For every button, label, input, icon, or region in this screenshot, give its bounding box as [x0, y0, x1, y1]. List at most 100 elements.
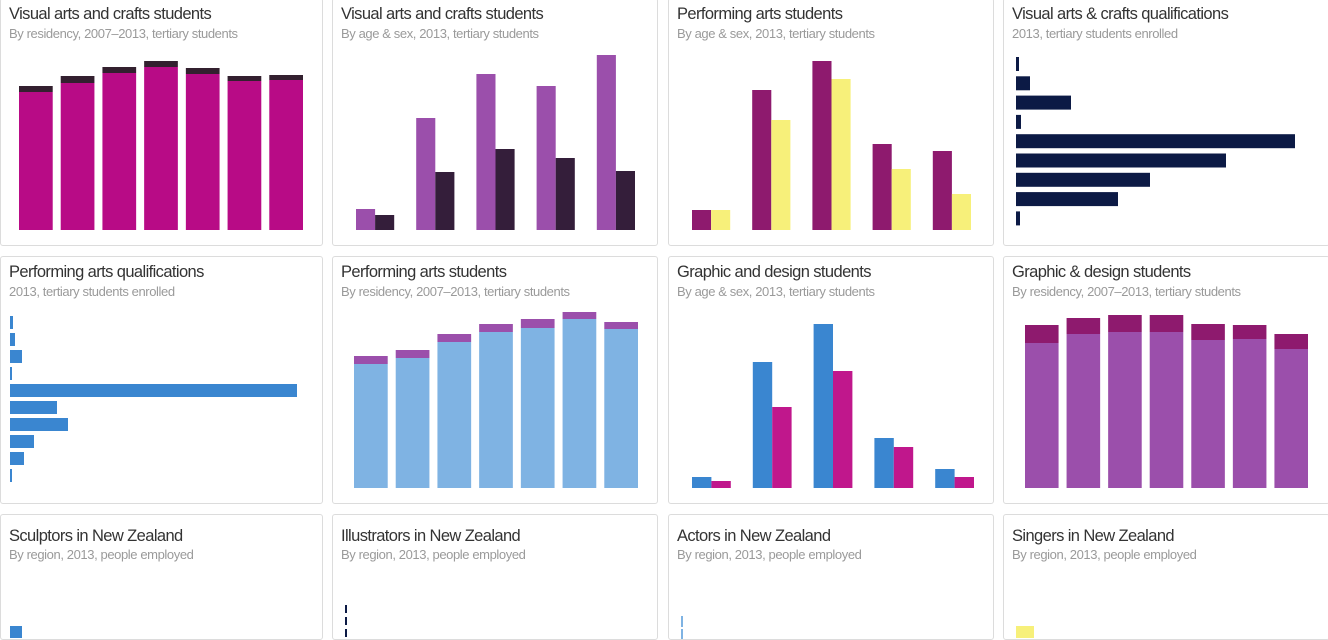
bar[interactable] — [1016, 153, 1226, 168]
bar[interactable] — [345, 629, 347, 637]
bar[interactable] — [536, 86, 556, 230]
bar[interactable] — [437, 334, 472, 342]
chart-title[interactable]: Visual arts and crafts students — [9, 5, 212, 23]
chart-title[interactable]: Visual arts and crafts students — [341, 5, 544, 23]
bar[interactable] — [520, 328, 555, 488]
bar[interactable] — [227, 81, 262, 230]
bar[interactable] — [1016, 172, 1150, 187]
bar[interactable] — [596, 55, 616, 230]
bar[interactable] — [345, 617, 347, 625]
bar[interactable] — [10, 626, 22, 638]
bar[interactable] — [354, 364, 388, 488]
bar[interactable] — [10, 316, 13, 329]
bar[interactable] — [375, 215, 395, 230]
bar[interactable] — [615, 171, 635, 230]
bar[interactable] — [555, 158, 575, 230]
bar[interactable] — [1108, 332, 1142, 488]
bar[interactable] — [10, 367, 12, 380]
chart-card[interactable]: Graphic & design students By residency, 2… — [1003, 256, 1328, 504]
bar[interactable] — [1025, 325, 1059, 343]
bar[interactable] — [831, 79, 851, 230]
bar[interactable] — [10, 452, 24, 465]
bar[interactable] — [185, 68, 220, 74]
bar[interactable] — [269, 80, 303, 230]
bar[interactable] — [395, 358, 430, 488]
chart-title[interactable]: Actors in New Zealand — [677, 527, 831, 545]
bar[interactable] — [1016, 57, 1019, 71]
bar[interactable] — [562, 312, 597, 319]
bar[interactable] — [874, 438, 894, 488]
bar[interactable] — [144, 61, 178, 67]
chart-card[interactable]: Illustrators in New Zealand By region, 20… — [332, 514, 658, 640]
bar[interactable] — [1066, 318, 1101, 334]
bar[interactable] — [1066, 334, 1101, 488]
bar[interactable] — [711, 210, 731, 230]
bar[interactable] — [269, 75, 303, 80]
bar[interactable] — [812, 61, 832, 230]
bar[interactable] — [520, 319, 555, 328]
bar[interactable] — [833, 371, 853, 488]
bar[interactable] — [954, 477, 974, 488]
bar[interactable] — [872, 144, 892, 230]
bar[interactable] — [562, 319, 597, 488]
bar[interactable] — [692, 477, 712, 488]
bar[interactable] — [10, 333, 15, 346]
bar[interactable] — [1149, 332, 1184, 488]
bar[interactable] — [185, 74, 220, 230]
chart-title[interactable]: Illustrators in New Zealand — [341, 527, 521, 545]
bar[interactable] — [1232, 339, 1267, 488]
bar[interactable] — [495, 149, 515, 230]
chart-title[interactable]: Performing arts students — [341, 263, 507, 281]
bar[interactable] — [144, 67, 178, 230]
bar[interactable] — [10, 469, 12, 482]
bar[interactable] — [345, 605, 347, 613]
chart-card[interactable]: Performing arts qualifications 2013, tert… — [0, 256, 323, 504]
chart-title[interactable]: Performing arts students — [677, 5, 843, 23]
bar[interactable] — [10, 418, 68, 431]
bar[interactable] — [711, 481, 731, 488]
bar[interactable] — [681, 616, 683, 627]
chart-title[interactable]: Graphic and design students — [677, 263, 871, 281]
bar[interactable] — [60, 83, 95, 230]
bar[interactable] — [604, 329, 638, 488]
bar[interactable] — [476, 74, 496, 230]
bar[interactable] — [932, 151, 952, 230]
bar[interactable] — [1016, 95, 1071, 110]
bar[interactable] — [10, 384, 297, 397]
chart-card[interactable]: Actors in New Zealand By region, 2013, pe… — [668, 514, 994, 640]
bar[interactable] — [604, 322, 638, 329]
bar[interactable] — [1274, 334, 1308, 349]
bar[interactable] — [60, 76, 95, 83]
bar[interactable] — [10, 350, 22, 363]
bar[interactable] — [771, 120, 791, 230]
bar[interactable] — [1016, 114, 1021, 129]
bar[interactable] — [435, 172, 455, 230]
bar[interactable] — [1016, 134, 1295, 149]
chart-title[interactable]: Sculptors in New Zealand — [9, 527, 183, 545]
chart-title[interactable]: Singers in New Zealand — [1012, 527, 1175, 545]
bar[interactable] — [1025, 343, 1059, 488]
bar[interactable] — [1016, 192, 1118, 207]
bar[interactable] — [1274, 349, 1308, 488]
bar[interactable] — [10, 435, 34, 448]
bar[interactable] — [10, 401, 57, 414]
chart-card[interactable]: Visual arts & crafts qualifications 2013,… — [1003, 0, 1328, 246]
chart-title[interactable]: Graphic & design students — [1012, 263, 1191, 281]
chart-card[interactable]: Visual arts and crafts students By age & … — [332, 0, 658, 246]
bar[interactable] — [437, 342, 472, 488]
chart-card[interactable]: Singers in New Zealand By region, 2013, p… — [1003, 514, 1328, 640]
bar[interactable] — [935, 469, 955, 488]
bar[interactable] — [395, 350, 430, 358]
bar[interactable] — [1016, 211, 1020, 226]
chart-title[interactable]: Visual arts & crafts qualifications — [1012, 5, 1229, 23]
bar[interactable] — [1191, 340, 1225, 488]
bar[interactable] — [1191, 324, 1225, 340]
bar[interactable] — [951, 194, 971, 230]
chart-card[interactable]: Visual arts and crafts students By reside… — [0, 0, 323, 246]
bar[interactable] — [1149, 315, 1184, 332]
bar[interactable] — [102, 67, 137, 73]
bar[interactable] — [1232, 325, 1267, 339]
bar[interactable] — [1016, 76, 1030, 91]
bar[interactable] — [416, 118, 436, 230]
bar[interactable] — [681, 629, 683, 640]
